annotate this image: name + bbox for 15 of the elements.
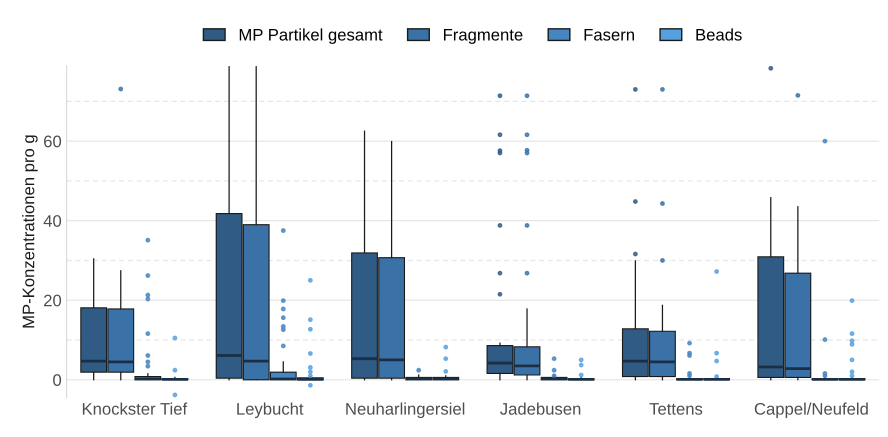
x-tick-label: Cappel/Neufeld <box>754 402 868 418</box>
y-tick-label: 20 <box>44 294 62 306</box>
y-axis-title: MP-Konzentrationen pro g <box>22 135 38 328</box>
x-tick-label: Tettens <box>650 403 702 415</box>
y-tick-label: 0 <box>53 374 62 386</box>
legend-label: MP Partikel gesamt <box>240 28 382 44</box>
x-tick-label: Jadebusen <box>500 402 580 415</box>
legend-label: Beads <box>696 28 742 41</box>
x-tick-label: Neuharlingersiel <box>346 402 464 418</box>
x-tick-label: Leybucht <box>237 402 304 418</box>
y-tick-label: 40 <box>44 215 62 227</box>
x-tick-label: Knockster Tief <box>82 402 188 415</box>
y-tick-label: 60 <box>44 136 62 148</box>
legend-label: Fasern <box>584 28 634 41</box>
legend-label: Fragmente <box>444 28 522 44</box>
